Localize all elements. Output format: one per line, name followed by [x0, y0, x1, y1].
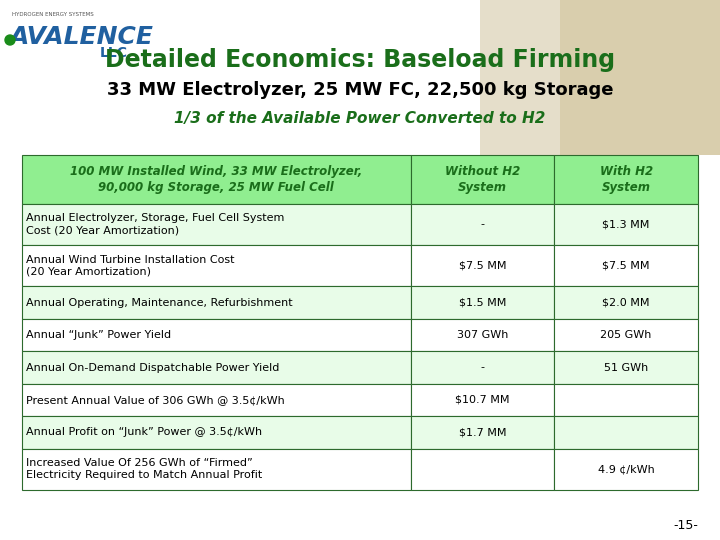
Bar	[22, 319, 410, 352]
Text: AVALENCE: AVALENCE	[10, 25, 154, 49]
Bar	[22, 416, 410, 449]
Bar	[22, 384, 410, 416]
Bar	[410, 245, 554, 287]
Text: Annual Operating, Maintenance, Refurbishment: Annual Operating, Maintenance, Refurbish…	[26, 298, 292, 308]
Text: $7.5 MM: $7.5 MM	[459, 261, 506, 271]
Bar	[554, 319, 698, 352]
Text: Without H2
System: Without H2 System	[445, 165, 520, 194]
Text: $10.7 MM: $10.7 MM	[455, 395, 510, 405]
Text: LLC: LLC	[100, 46, 128, 60]
Text: Increased Value Of 256 GWh of “Firmed”
Electricity Required to Match Annual Prof: Increased Value Of 256 GWh of “Firmed” E…	[26, 458, 262, 481]
Text: 33 MW Electrolyzer, 25 MW FC, 22,500 kg Storage: 33 MW Electrolyzer, 25 MW FC, 22,500 kg …	[107, 81, 613, 99]
Text: $2.0 MM: $2.0 MM	[603, 298, 650, 308]
Text: Annual “Junk” Power Yield: Annual “Junk” Power Yield	[26, 330, 171, 340]
Bar	[410, 449, 554, 490]
Text: 307 GWh: 307 GWh	[456, 330, 508, 340]
Text: 100 MW Installed Wind, 33 MW Electrolyzer,
90,000 kg Storage, 25 MW Fuel Cell: 100 MW Installed Wind, 33 MW Electrolyze…	[71, 165, 362, 194]
Bar	[22, 287, 410, 319]
Text: $1.5 MM: $1.5 MM	[459, 298, 506, 308]
Text: Detailed Economics: Baseload Firming: Detailed Economics: Baseload Firming	[105, 48, 615, 72]
Text: Annual Profit on “Junk” Power @ 3.5¢/kWh: Annual Profit on “Junk” Power @ 3.5¢/kWh	[26, 427, 262, 437]
Text: With H2
System: With H2 System	[600, 165, 653, 194]
Text: Annual On-Demand Dispatchable Power Yield: Annual On-Demand Dispatchable Power Yiel…	[26, 362, 279, 373]
Text: Annual Electrolyzer, Storage, Fuel Cell System
Cost (20 Year Amortization): Annual Electrolyzer, Storage, Fuel Cell …	[26, 213, 284, 235]
Bar	[410, 155, 554, 204]
Bar	[410, 204, 554, 245]
Text: $1.3 MM: $1.3 MM	[603, 219, 650, 230]
Circle shape	[5, 35, 15, 45]
Bar	[22, 449, 410, 490]
Text: 4.9 ¢/kWh: 4.9 ¢/kWh	[598, 464, 654, 474]
Text: Annual Wind Turbine Installation Cost
(20 Year Amortization): Annual Wind Turbine Installation Cost (2…	[26, 254, 235, 277]
Bar	[22, 204, 410, 245]
Text: HYDROGEN ENERGY SYSTEMS: HYDROGEN ENERGY SYSTEMS	[12, 12, 94, 17]
Bar	[22, 352, 410, 384]
Bar	[554, 155, 698, 204]
Bar	[410, 352, 554, 384]
Bar	[554, 245, 698, 287]
Bar	[554, 449, 698, 490]
Bar	[554, 384, 698, 416]
Text: -: -	[480, 219, 485, 230]
Bar	[410, 287, 554, 319]
Text: $1.7 MM: $1.7 MM	[459, 427, 506, 437]
Bar	[554, 352, 698, 384]
Text: 51 GWh: 51 GWh	[604, 362, 648, 373]
Text: $7.5 MM: $7.5 MM	[603, 261, 650, 271]
Text: 1/3 of the Available Power Converted to H2: 1/3 of the Available Power Converted to …	[174, 111, 546, 125]
Text: -15-: -15-	[673, 519, 698, 532]
Bar	[554, 416, 698, 449]
Bar	[22, 155, 410, 204]
Bar	[22, 245, 410, 287]
Text: Present Annual Value of 306 GWh @ 3.5¢/kWh: Present Annual Value of 306 GWh @ 3.5¢/k…	[26, 395, 284, 405]
Bar	[554, 204, 698, 245]
Text: -: -	[480, 362, 485, 373]
Bar	[410, 384, 554, 416]
Bar	[554, 287, 698, 319]
Bar	[480, 0, 720, 155]
Bar	[410, 319, 554, 352]
Bar	[560, 0, 720, 155]
Text: 205 GWh: 205 GWh	[600, 330, 652, 340]
Bar	[410, 416, 554, 449]
